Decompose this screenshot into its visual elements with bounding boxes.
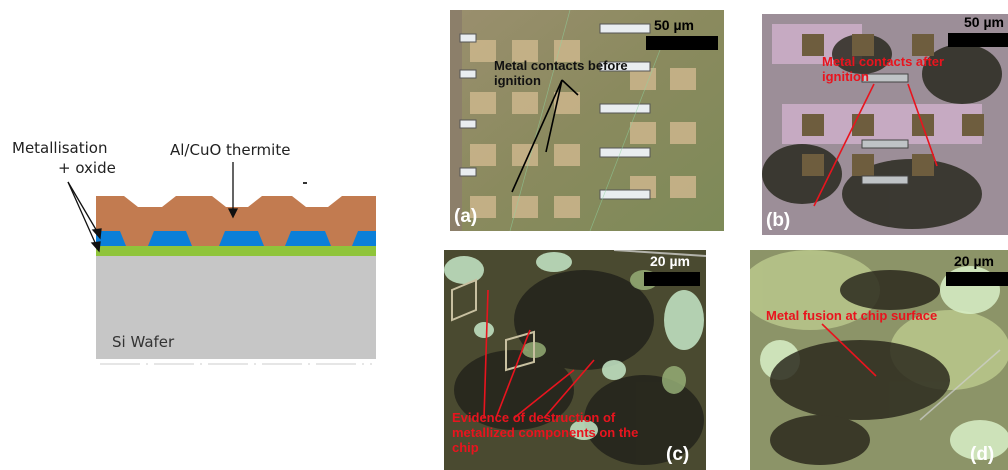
panel-letter: (d) <box>970 444 995 465</box>
metallisation-arrow <box>67 181 99 234</box>
annotation-d: Metal fusion at chip surface <box>766 308 938 323</box>
micrograph-panel-a: 50 µm Metal contacts before ignition (a) <box>450 10 724 231</box>
micrograph-panel-d: 20 µm Metal fusion at chip surface (d) <box>750 250 1008 470</box>
annotation-a: Metal contacts before ignition <box>494 58 628 88</box>
scale-bar <box>644 272 700 286</box>
arrowhead <box>90 241 101 253</box>
scale-label: 20 µm <box>954 253 994 269</box>
micrograph-panel-c: 20 µm Evidence of destruction of metalli… <box>444 250 706 470</box>
scale-label: 20 µm <box>650 253 690 269</box>
micrograph-c-image <box>444 250 706 470</box>
micrograph-panel-b: 50 µm Metal contacts after ignition (b) <box>762 14 1008 235</box>
oxide-arrow <box>67 181 98 248</box>
metallisation-pad <box>352 231 376 246</box>
arrowhead <box>227 208 239 219</box>
scale-bar <box>948 33 1008 47</box>
scale-label: 50 µm <box>964 14 1004 30</box>
scale-label: 50 µm <box>654 17 694 33</box>
thermite-label: Al/CuO thermite <box>170 141 291 159</box>
metallisation-pad <box>219 231 264 246</box>
panel-letter: (c) <box>666 444 690 465</box>
oxide-layer <box>96 246 376 256</box>
panel-letter: (b) <box>766 210 791 231</box>
micrograph-b-image <box>762 14 1008 235</box>
metallisation-label: Metallisation <box>12 139 108 157</box>
annotation-b: Metal contacts after ignition <box>822 54 945 84</box>
scale-bar <box>646 36 718 50</box>
speck <box>303 182 307 184</box>
panel-letter: (a) <box>454 206 478 227</box>
metallisation-pad <box>285 231 331 246</box>
arrowhead <box>91 228 102 240</box>
annotation-c: Evidence of destruction of metallized co… <box>452 410 639 455</box>
scale-bar <box>946 272 1008 286</box>
metallisation-pad <box>148 231 192 246</box>
layer-stack-diagram <box>67 162 376 365</box>
metallisation-pad <box>96 231 126 246</box>
si-wafer-layer <box>96 256 376 359</box>
wafer-label: Si Wafer <box>112 333 175 351</box>
oxide-label: + oxide <box>58 159 116 177</box>
